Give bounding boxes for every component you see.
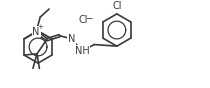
Text: −: − [85, 13, 92, 22]
Text: Cl: Cl [79, 15, 88, 25]
Text: +: + [37, 24, 43, 30]
Text: N: N [33, 27, 40, 37]
Text: N: N [68, 34, 75, 44]
Text: Cl: Cl [112, 1, 122, 11]
Text: NH: NH [75, 46, 89, 56]
